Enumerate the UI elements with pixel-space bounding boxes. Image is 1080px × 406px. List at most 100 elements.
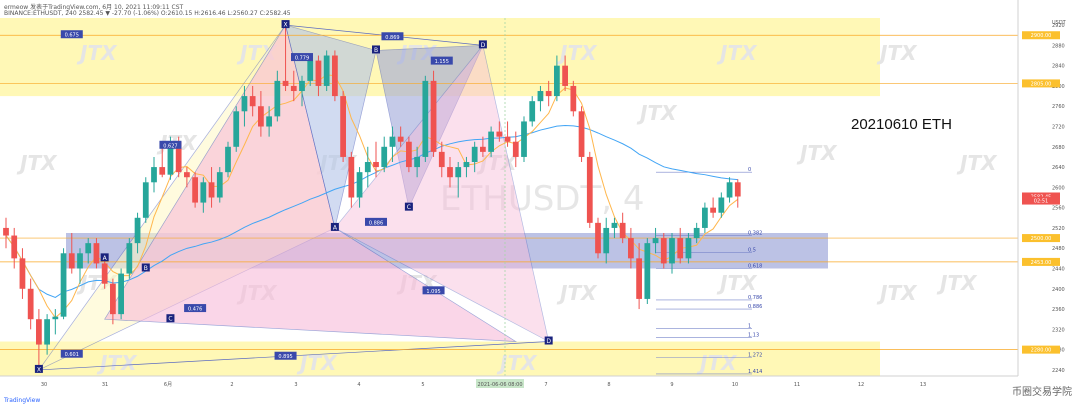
candle-9 xyxy=(77,253,83,269)
candle-37 xyxy=(307,60,314,81)
time-tick-6: 5 xyxy=(421,382,424,388)
fib-label-3: 0.618 xyxy=(748,263,762,269)
price-label-4: 2500.00 xyxy=(1022,234,1060,243)
price-tick-2: 2840 xyxy=(1052,64,1065,70)
fib-label-5: 0.886 xyxy=(748,304,762,310)
time-tick-1: 31 xyxy=(102,382,108,388)
candle-24 xyxy=(200,182,207,203)
point-label-7: B xyxy=(144,265,148,272)
price-label-text-4: 2500.00 xyxy=(1031,236,1052,242)
candle-53 xyxy=(438,151,445,168)
ratio-box-5 xyxy=(184,304,207,313)
candle-88 xyxy=(726,182,733,198)
price-tick-4: 2760 xyxy=(1052,104,1065,110)
candle-29 xyxy=(241,96,248,112)
point-label-4: D xyxy=(481,42,486,49)
candle-14 xyxy=(118,273,124,315)
price-tick-10: 2520 xyxy=(1052,226,1065,232)
price-tick-12: 2440 xyxy=(1052,266,1065,272)
candle-3 xyxy=(27,288,34,320)
point-box-8 xyxy=(166,314,175,323)
price-label-text-3: 02:51 xyxy=(1034,199,1048,205)
time-tick-label-4: 3 xyxy=(294,382,297,388)
watermark-16: JTX xyxy=(556,281,598,305)
ratio-text-8: 1.095 xyxy=(426,289,440,295)
candle-68 xyxy=(562,65,568,86)
point-label-2: B xyxy=(374,47,378,54)
price-label-box-2 xyxy=(1022,192,1060,201)
price-tick-11: 2480 xyxy=(1052,246,1065,252)
candle-51 xyxy=(422,80,429,157)
time-tick-8: 7 xyxy=(544,382,547,388)
ratio-box-9 xyxy=(60,30,83,39)
candle-62 xyxy=(512,141,519,157)
candle-42 xyxy=(348,156,355,198)
point-box-9 xyxy=(544,336,553,345)
price-tick-17: 2240 xyxy=(1052,368,1065,374)
ratio-text-7: 0.895 xyxy=(278,354,292,360)
point-3: C xyxy=(404,202,413,211)
time-tick-4: 3 xyxy=(294,382,297,388)
price-tick-13: 2400 xyxy=(1052,287,1065,293)
candle-21 xyxy=(175,141,182,173)
price-label-box-0 xyxy=(1022,31,1060,40)
point-label-0: X xyxy=(283,22,287,29)
time-tick-label-7: 2021-06-06 08:00 xyxy=(477,382,522,388)
corner-watermark: 币圈交易学院 xyxy=(1012,387,1072,398)
candle-28 xyxy=(233,111,240,147)
candle-52 xyxy=(430,80,437,152)
point-1: A xyxy=(330,222,339,231)
candle-41 xyxy=(340,96,346,157)
candle-13 xyxy=(110,283,116,315)
ratio-text-9: 0.675 xyxy=(65,33,79,39)
candle-6 xyxy=(52,316,59,320)
point-label-5: X xyxy=(37,366,41,373)
time-tick-label-5: 4 xyxy=(357,382,360,388)
candle-69 xyxy=(570,85,577,112)
candle-18 xyxy=(151,167,157,183)
candle-26 xyxy=(216,172,223,198)
price-tick-15: 2320 xyxy=(1052,327,1065,333)
candle-65 xyxy=(537,91,544,102)
candle-78 xyxy=(644,243,651,299)
candle-34 xyxy=(282,80,289,86)
candle-45 xyxy=(373,162,379,168)
time-tick-7: 2021-06-06 08:00 xyxy=(476,379,524,388)
ratio-box-2 xyxy=(430,56,453,65)
time-tick-box-7 xyxy=(476,379,524,388)
point-box-4 xyxy=(478,40,487,49)
candle-61 xyxy=(504,136,511,142)
ratio-0: 0.779 xyxy=(291,53,313,62)
candle-50 xyxy=(414,156,420,168)
watermark-0: JTX xyxy=(76,41,118,65)
ratio-9: 0.675 xyxy=(60,30,83,39)
candle-23 xyxy=(192,177,198,203)
candle-33 xyxy=(274,80,281,117)
price-label-5: 2453.00 xyxy=(1022,257,1060,266)
candle-46 xyxy=(381,146,388,168)
ratio-7: 0.895 xyxy=(274,351,297,360)
ratio-text-4: 0.627 xyxy=(163,143,177,149)
price-label-box-3 xyxy=(1022,196,1060,205)
candle-39 xyxy=(323,55,330,86)
candle-44 xyxy=(364,162,371,173)
time-tick-14: 13 xyxy=(920,382,926,388)
ratio-box-8 xyxy=(422,286,445,295)
candle-81 xyxy=(669,238,675,264)
watermark-19: JTX xyxy=(96,351,138,375)
ratio-text-5: 0.476 xyxy=(188,307,202,313)
time-tick-label-1: 31 xyxy=(102,382,108,388)
candle-77 xyxy=(636,258,642,299)
candle-80 xyxy=(660,238,667,264)
point-8: C xyxy=(166,314,175,323)
candle-15 xyxy=(126,243,133,274)
point-box-2 xyxy=(372,45,380,54)
watermark-3: JTX xyxy=(556,41,598,65)
ratio-text-0: 0.779 xyxy=(295,56,309,62)
candle-35 xyxy=(290,85,297,92)
candle-75 xyxy=(619,222,626,239)
candle-59 xyxy=(488,131,494,152)
point-6: A xyxy=(100,253,109,262)
